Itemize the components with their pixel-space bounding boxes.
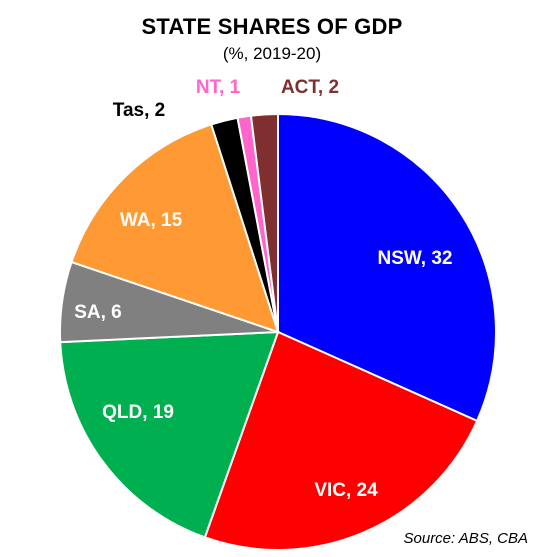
pie-slice-act <box>249 112 279 333</box>
pie-slice-wa <box>70 123 280 334</box>
slice-label-vic: VIC, 24 <box>314 480 378 501</box>
slice-label-qld: QLD, 19 <box>102 402 174 423</box>
slice-label-act: ACT, 2 <box>281 77 339 98</box>
slice-label-wa: WA, 15 <box>120 210 183 231</box>
slice-label-nsw: NSW, 32 <box>378 248 453 269</box>
pie-slice-nsw <box>277 112 497 423</box>
slice-label-sa: SA, 6 <box>74 302 122 323</box>
source-note: Source: ABS, CBA <box>403 530 529 547</box>
slice-label-tas: Tas, 2 <box>113 100 165 121</box>
pie-slice-vic <box>203 330 479 551</box>
chart-title: STATE SHARES OF GDP <box>141 14 403 39</box>
chart-subtitle: (%, 2019-20) <box>222 44 322 63</box>
pie-slice-qld <box>59 330 280 539</box>
slice-label-nt: NT, 1 <box>196 77 241 98</box>
